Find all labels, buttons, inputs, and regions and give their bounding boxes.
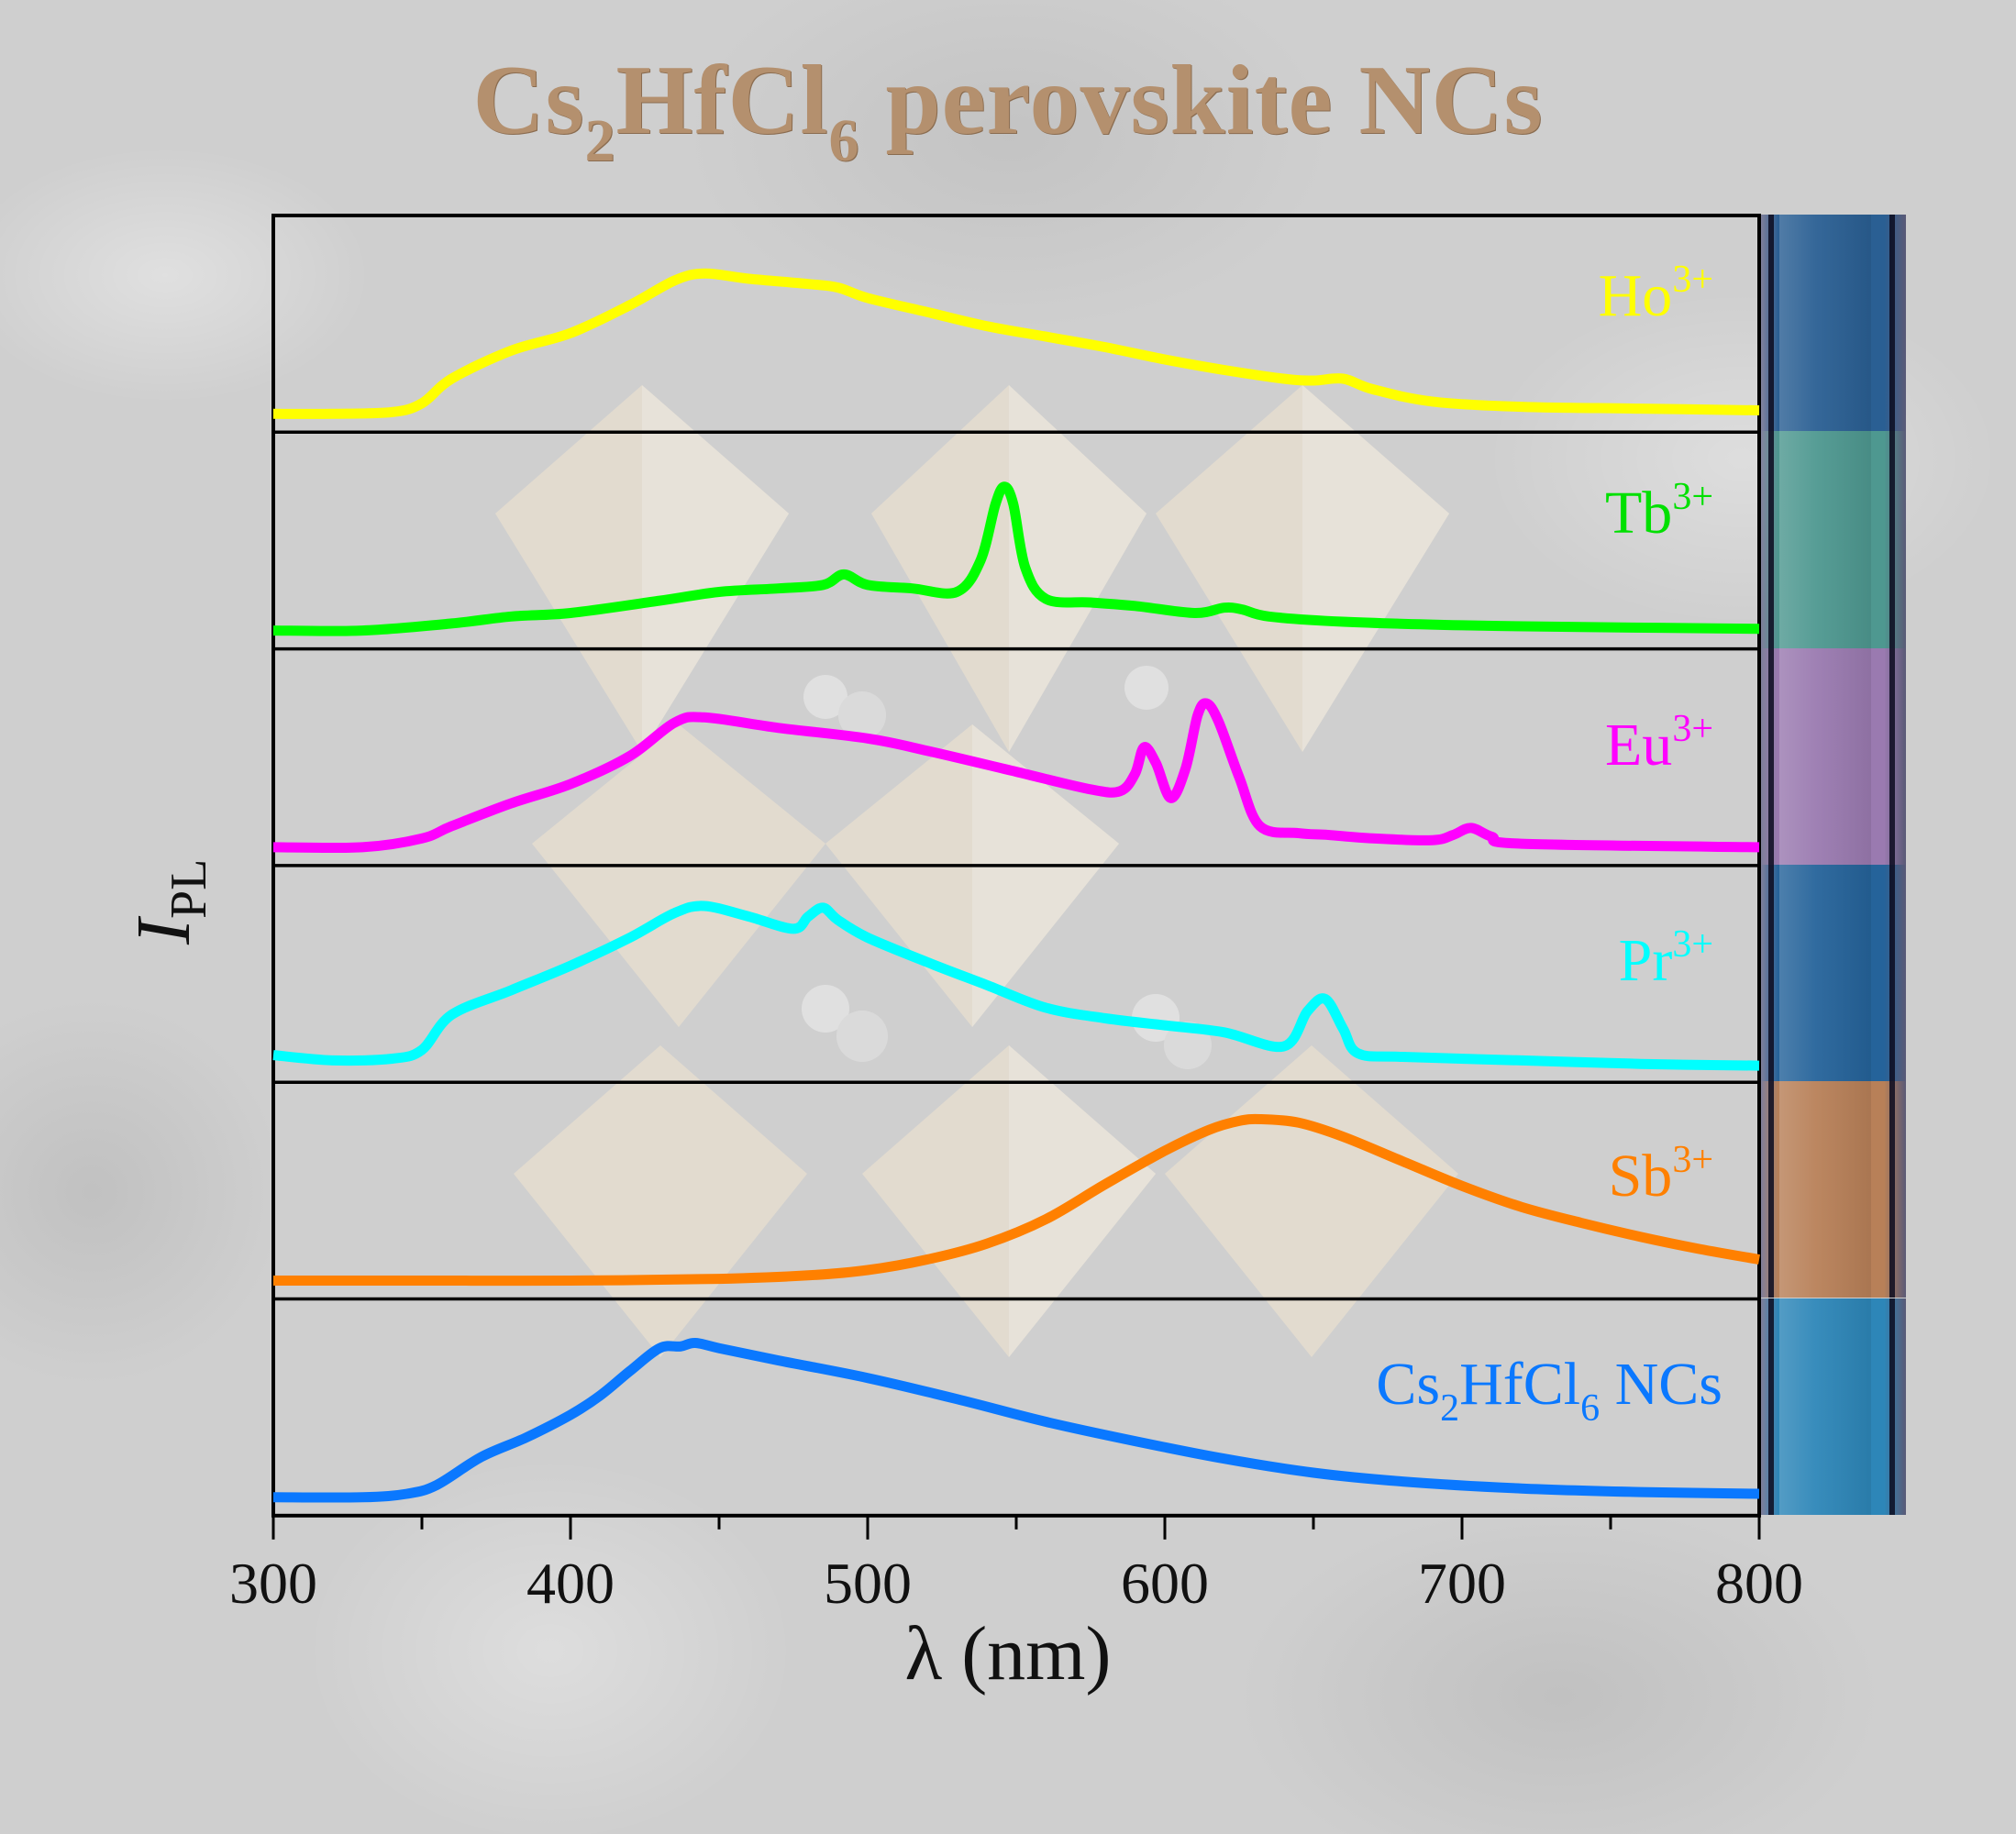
vial-edge — [1768, 1298, 1774, 1515]
series-label-tb: Tb3+ — [1604, 476, 1713, 547]
chart-title: Cs2HfCl6 perovskite NCs — [472, 46, 1544, 174]
x-tick-label: 800 — [1715, 1551, 1803, 1616]
vial-glass-highlight — [1779, 215, 1871, 432]
vial-segment-tb3- — [1761, 431, 1906, 648]
x-tick-label: 300 — [229, 1551, 317, 1616]
vial-edge — [1889, 215, 1895, 432]
series-label-ho: Ho3+ — [1598, 259, 1713, 329]
vial-edge — [1768, 864, 1774, 1082]
x-axis-label: λ (nm) — [904, 1611, 1112, 1696]
vial-edge — [1768, 431, 1774, 648]
series-line-pr3- — [272, 900, 1760, 1071]
vial-edge — [1889, 647, 1895, 865]
vial-edge — [1768, 647, 1774, 865]
series-label-pr: Pr3+ — [1618, 923, 1713, 994]
x-axis-ticks — [271, 1515, 1761, 1540]
series-label-eu: Eu3+ — [1604, 708, 1713, 779]
spectra-curves — [272, 268, 1760, 1503]
x-tick-label: 500 — [824, 1551, 912, 1616]
series-line-ho3- — [272, 268, 1760, 419]
series-line-tb3- — [272, 481, 1760, 636]
vial-edge — [1889, 1298, 1895, 1515]
x-tick-label: 400 — [526, 1551, 615, 1616]
series-line-cs2hfcl6-ncs — [272, 1337, 1760, 1503]
vial-segment-ho3- — [1761, 215, 1906, 432]
sample-vial-photo-strip — [1761, 215, 1906, 1517]
series-line-eu3- — [272, 698, 1760, 854]
vial-glass-highlight — [1779, 431, 1871, 648]
vial-glass-highlight — [1779, 864, 1871, 1082]
vial-edge — [1889, 431, 1895, 648]
vial-glass-highlight — [1779, 647, 1871, 865]
vial-edge — [1768, 1081, 1774, 1298]
vial-segment-eu3- — [1761, 647, 1906, 865]
vial-segment-cs2hfcl6-ncs — [1761, 1298, 1906, 1515]
series-line-sb3- — [273, 1113, 1760, 1287]
crystal-structure-illustration — [495, 385, 1458, 1357]
vial-edge — [1768, 215, 1774, 432]
x-tick-label: 700 — [1418, 1551, 1506, 1616]
vial-glass-highlight — [1779, 1298, 1871, 1515]
vial-segment-sb3- — [1761, 1081, 1906, 1298]
vial-edge — [1889, 864, 1895, 1082]
vial-edge — [1889, 1081, 1895, 1298]
x-tick-label: 600 — [1121, 1551, 1209, 1616]
vial-glass-highlight — [1779, 1081, 1871, 1298]
series-label-sb: Sb3+ — [1608, 1139, 1713, 1210]
vial-segment-pr3- — [1761, 864, 1906, 1082]
series-label-cs2hfcl6: Cs2HfCl6 NCs — [1376, 1351, 1722, 1430]
